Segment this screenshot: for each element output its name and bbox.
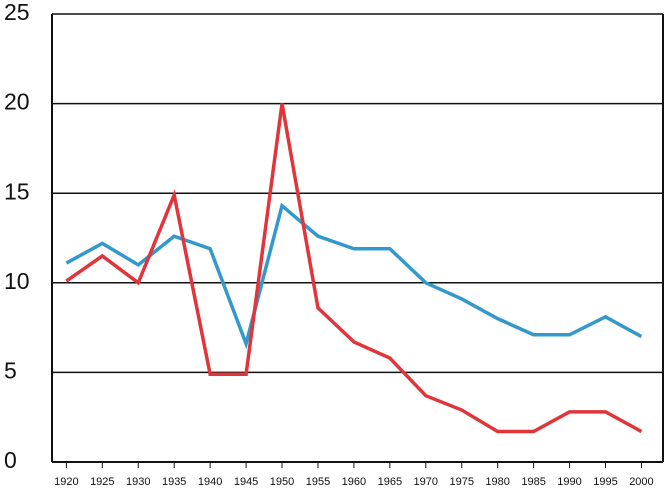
y-tick-label: 5 — [4, 357, 17, 383]
x-tick-label: 1975 — [449, 476, 473, 488]
y-tick-label: 25 — [4, 0, 30, 25]
x-tick-label: 1980 — [485, 476, 509, 488]
x-tick-label: 1940 — [198, 476, 222, 488]
x-tick-label: 1930 — [126, 476, 150, 488]
x-tick-label: 1995 — [593, 476, 617, 488]
x-tick-label: 1945 — [234, 476, 258, 488]
series-line — [65, 202, 643, 350]
x-tick-label: 1965 — [378, 476, 402, 488]
x-tick-label: 1970 — [414, 476, 438, 488]
y-tick-label: 20 — [4, 89, 30, 115]
x-tick-label: 2000 — [629, 476, 653, 488]
x-tick-label: 1955 — [306, 476, 330, 488]
x-tick-label: 1950 — [270, 476, 294, 488]
x-tick-label: 1935 — [162, 476, 186, 488]
y-tick-label: 10 — [4, 268, 30, 294]
x-tick-label: 1920 — [54, 476, 78, 488]
series-line — [65, 103, 643, 434]
x-tick-label: 1985 — [521, 476, 545, 488]
x-tick-label: 1925 — [90, 476, 114, 488]
x-tick-label: 1960 — [342, 476, 366, 488]
x-tick-label: 1990 — [557, 476, 581, 488]
y-tick-label: 0 — [4, 447, 17, 473]
y-tick-label: 15 — [4, 178, 30, 204]
